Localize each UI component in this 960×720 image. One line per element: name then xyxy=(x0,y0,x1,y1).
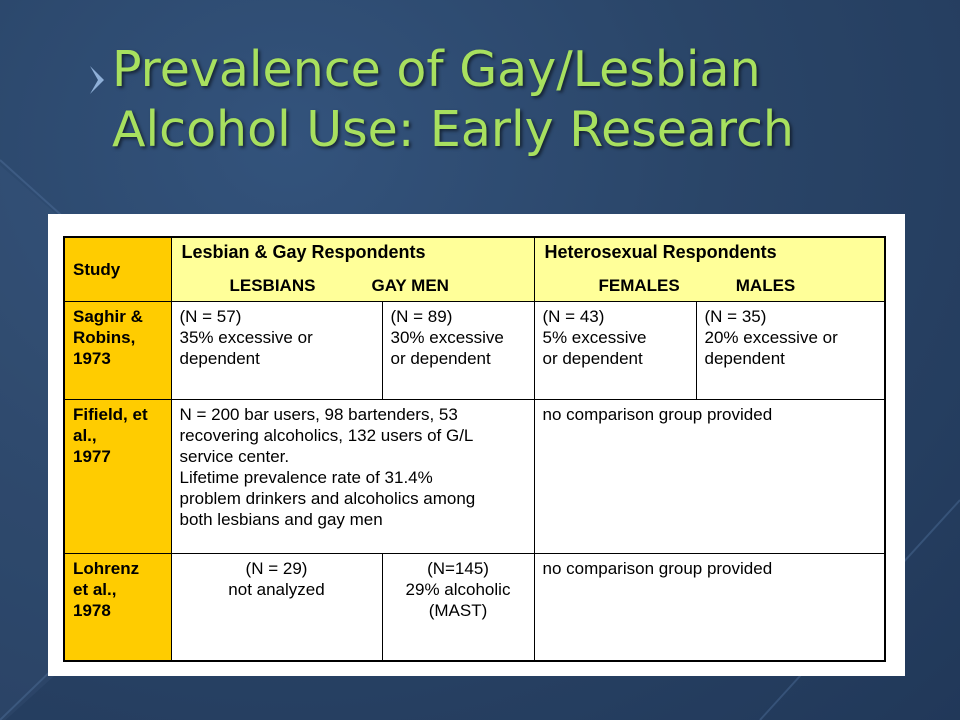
lesbians-cell: (N = 57) 35% excessive or dependent xyxy=(170,300,383,400)
header-row: Study Lesbian & Gay Respondents LESBIANS… xyxy=(63,236,886,302)
table-row: Saghir & Robins, 1973 (N = 57) 35% excessiv… xyxy=(63,300,886,400)
lg-combined-cell: N = 200 bar users, 98 bartenders, 53 reco… xyxy=(170,398,535,554)
males-cell: (N = 35) 20% excessive or dependent xyxy=(695,300,886,400)
het-group-header: Heterosexual Respondents FEMALES MALES xyxy=(533,236,886,302)
title-line-1: Prevalence of Gay/Lesbian xyxy=(112,41,761,98)
col-females: FEMALES xyxy=(598,276,680,295)
het-combined-cell: no comparison group provided xyxy=(533,398,886,554)
study-cell: Lohrenz et al., 1978 xyxy=(63,552,172,662)
females-cell: (N = 43) 5% excessive or dependent xyxy=(533,300,697,400)
table-row: Lohrenz et al., 1978 (N = 29) not analyzed … xyxy=(63,552,886,662)
lesbians-cell: (N = 29) not analyzed xyxy=(170,552,383,662)
research-table: Study Lesbian & Gay Respondents LESBIANS… xyxy=(63,236,887,662)
gaymen-cell: (N = 89) 30% excessive or dependent xyxy=(381,300,535,400)
het-combined-cell: no comparison group provided xyxy=(533,552,886,662)
col-males: MALES xyxy=(735,276,796,295)
slide-title: Prevalence of Gay/Lesbian Alcohol Use: E… xyxy=(112,40,932,160)
col-gaymen: GAY MEN xyxy=(371,276,449,295)
title-line-2: Alcohol Use: Early Research xyxy=(112,101,794,158)
study-cell: Saghir & Robins, 1973 xyxy=(63,300,172,400)
bullet-chevron-icon xyxy=(90,66,104,94)
gaymen-cell: (N=145) 29% alcoholic (MAST) xyxy=(381,552,535,662)
study-header: Study xyxy=(63,236,172,302)
table-row: Fifield, et al., 1977 N = 200 bar users, 9… xyxy=(63,398,886,554)
col-lesbians: LESBIANS xyxy=(229,276,316,295)
study-cell: Fifield, et al., 1977 xyxy=(63,398,172,554)
lg-group-header: Lesbian & Gay Respondents LESBIANS GAY M… xyxy=(170,236,535,302)
